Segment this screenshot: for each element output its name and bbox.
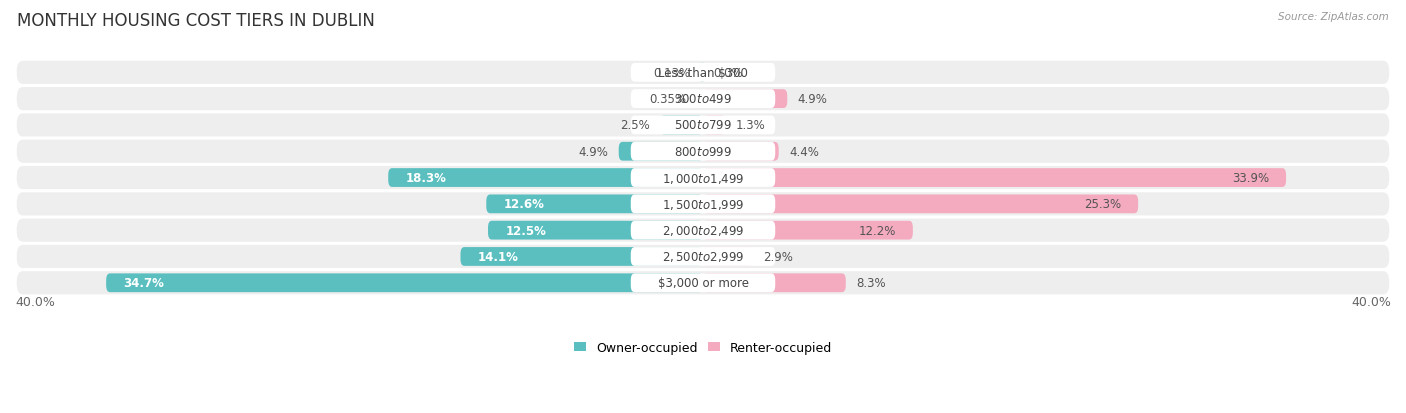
Text: 4.4%: 4.4% [789,145,818,158]
FancyBboxPatch shape [17,62,1389,85]
FancyBboxPatch shape [17,114,1389,137]
FancyBboxPatch shape [107,274,703,292]
FancyBboxPatch shape [619,142,703,161]
Text: 2.9%: 2.9% [763,250,793,263]
FancyBboxPatch shape [703,169,1286,188]
Text: $3,000 or more: $3,000 or more [658,277,748,290]
Text: 2.5%: 2.5% [620,119,650,132]
Legend: Owner-occupied, Renter-occupied: Owner-occupied, Renter-occupied [574,341,832,354]
Text: 1.3%: 1.3% [735,119,765,132]
FancyBboxPatch shape [461,247,703,266]
Text: $1,500 to $1,999: $1,500 to $1,999 [662,197,744,211]
FancyBboxPatch shape [703,90,787,109]
Text: $2,000 to $2,499: $2,000 to $2,499 [662,223,744,237]
FancyBboxPatch shape [631,64,775,83]
FancyBboxPatch shape [703,247,752,266]
FancyBboxPatch shape [703,116,725,135]
Text: $300 to $499: $300 to $499 [673,93,733,106]
Text: Less than $300: Less than $300 [658,66,748,80]
FancyBboxPatch shape [703,274,846,292]
Text: 14.1%: 14.1% [478,250,519,263]
Text: MONTHLY HOUSING COST TIERS IN DUBLIN: MONTHLY HOUSING COST TIERS IN DUBLIN [17,12,375,30]
Text: $800 to $999: $800 to $999 [673,145,733,158]
Text: Source: ZipAtlas.com: Source: ZipAtlas.com [1278,12,1389,22]
FancyBboxPatch shape [631,116,775,135]
FancyBboxPatch shape [488,221,703,240]
Text: 12.2%: 12.2% [858,224,896,237]
Text: 0.0%: 0.0% [713,66,742,80]
FancyBboxPatch shape [388,169,703,188]
FancyBboxPatch shape [703,142,779,161]
Text: $500 to $799: $500 to $799 [673,119,733,132]
Text: 12.6%: 12.6% [503,198,544,211]
Text: 8.3%: 8.3% [856,277,886,290]
FancyBboxPatch shape [631,274,775,292]
FancyBboxPatch shape [17,245,1389,268]
FancyBboxPatch shape [703,195,1139,214]
FancyBboxPatch shape [697,90,703,109]
FancyBboxPatch shape [631,221,775,240]
FancyBboxPatch shape [17,166,1389,190]
Text: $1,000 to $1,499: $1,000 to $1,499 [662,171,744,185]
FancyBboxPatch shape [631,90,775,109]
FancyBboxPatch shape [699,64,704,83]
FancyBboxPatch shape [659,116,703,135]
Text: 0.13%: 0.13% [654,66,690,80]
FancyBboxPatch shape [631,247,775,266]
Text: 34.7%: 34.7% [124,277,165,290]
FancyBboxPatch shape [703,221,912,240]
Text: 12.5%: 12.5% [505,224,546,237]
Text: 4.9%: 4.9% [578,145,609,158]
FancyBboxPatch shape [17,193,1389,216]
Text: 40.0%: 40.0% [15,296,55,309]
FancyBboxPatch shape [631,195,775,214]
FancyBboxPatch shape [486,195,703,214]
FancyBboxPatch shape [631,169,775,188]
Text: 25.3%: 25.3% [1084,198,1121,211]
Text: 0.35%: 0.35% [650,93,686,106]
Text: 40.0%: 40.0% [1351,296,1391,309]
FancyBboxPatch shape [17,219,1389,242]
Text: 33.9%: 33.9% [1232,172,1268,185]
FancyBboxPatch shape [17,140,1389,164]
Text: $2,500 to $2,999: $2,500 to $2,999 [662,250,744,264]
Text: 18.3%: 18.3% [405,172,446,185]
FancyBboxPatch shape [17,88,1389,111]
FancyBboxPatch shape [631,142,775,161]
Text: 4.9%: 4.9% [797,93,828,106]
FancyBboxPatch shape [17,271,1389,294]
